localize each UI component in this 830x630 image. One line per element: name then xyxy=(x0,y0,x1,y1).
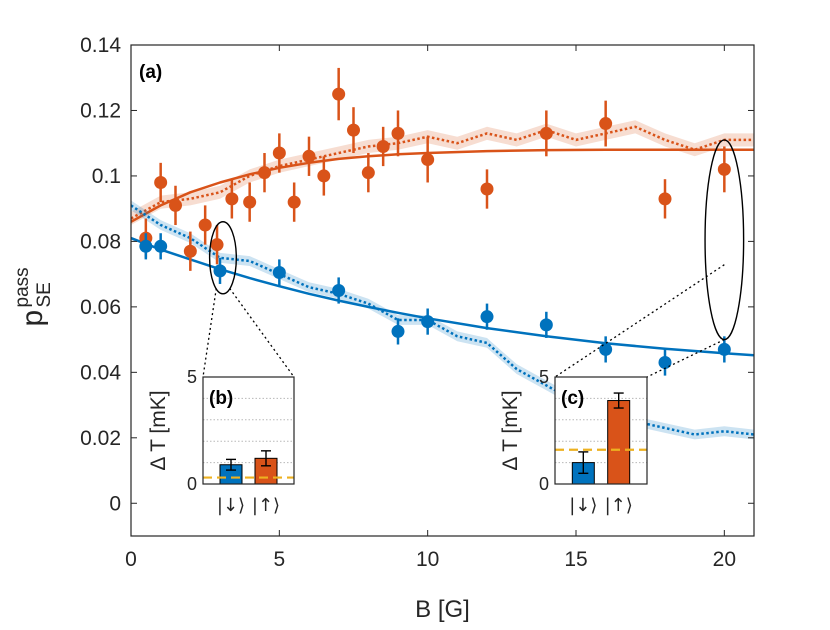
data-point-down xyxy=(421,315,435,329)
data-point-up xyxy=(258,166,271,180)
y-tick-label: 0.12 xyxy=(80,99,121,122)
x-tick-label: 0 xyxy=(125,548,137,571)
data-point-down xyxy=(332,284,346,297)
y-axis-label-sub: SE xyxy=(34,282,55,307)
data-point-up xyxy=(317,169,331,183)
data-point-up xyxy=(198,218,212,232)
y-tick-label: 0.1 xyxy=(92,165,121,188)
data-point-down xyxy=(539,318,553,332)
inset-panel-label: (c) xyxy=(561,388,584,409)
y-axis-label-sup: pass xyxy=(12,267,33,307)
y-tick-label: 0.02 xyxy=(80,427,121,450)
data-point-up xyxy=(287,195,301,209)
inset-panel-label: (b) xyxy=(209,388,233,409)
inset-category-label: |↑⟩ xyxy=(605,495,633,516)
y-tick-label: 0.04 xyxy=(80,361,121,384)
data-point-up xyxy=(717,162,731,176)
y-tick-label: 0.08 xyxy=(80,230,121,253)
data-point-up xyxy=(347,123,360,137)
inset-y-axis-label: Δ T [mK] xyxy=(147,390,170,470)
plot-data-layer xyxy=(131,67,754,440)
data-point-down xyxy=(391,324,405,338)
data-point-down xyxy=(717,342,731,356)
inset-frame xyxy=(554,376,648,485)
inset-frame xyxy=(202,376,295,485)
y-tick-label: 0.14 xyxy=(80,34,121,57)
plot-frame xyxy=(130,44,755,537)
x-tick-label: 20 xyxy=(713,548,736,571)
data-point-down xyxy=(213,264,227,278)
inset-bar xyxy=(607,400,631,485)
data-point-up xyxy=(243,195,257,209)
data-point-up xyxy=(421,153,435,167)
highlight-ellipse-b xyxy=(208,221,238,295)
inset-y-axis-label: Δ T [mK] xyxy=(499,390,522,470)
data-point-up xyxy=(391,126,405,140)
inset-c: |↓⟩ |↑⟩ 0 5 Δ T [mK] (c) xyxy=(499,264,725,516)
data-point-down xyxy=(139,239,153,253)
data-point-down xyxy=(658,356,672,370)
inset-y-tick-label: 5 xyxy=(187,367,197,387)
inset-category-label: |↑⟩ xyxy=(252,495,280,516)
zoom-connector-right xyxy=(646,339,725,378)
simulation-line-down xyxy=(131,204,754,436)
data-point-up xyxy=(169,198,182,212)
x-axis-label: B [G] xyxy=(415,596,470,623)
y-axis-label: p pass SE xyxy=(12,267,55,326)
data-point-up xyxy=(361,166,375,180)
inset-y-tick-label: 0 xyxy=(187,474,197,494)
x-tick-label: 5 xyxy=(273,548,285,571)
x-tick-label: 10 xyxy=(416,548,439,571)
data-point-up xyxy=(539,126,553,140)
data-point-up xyxy=(154,175,168,189)
y-axis-label-main: p xyxy=(16,310,49,327)
main-plot-area: 0 5 10 15 20 0 0.02 0.04 0.06 0.08 0.1 0.12 0.14 B [G… xyxy=(12,34,755,623)
inset-category-label: |↓⟩ xyxy=(569,495,597,516)
data-point-up xyxy=(210,238,224,252)
data-point-up xyxy=(658,192,672,206)
data-point-up xyxy=(183,244,197,258)
data-point-down xyxy=(480,310,494,324)
inset-background xyxy=(203,377,294,484)
zoom-connector-right xyxy=(229,287,295,378)
y-tick-label: 0 xyxy=(109,492,121,515)
inset-y-tick-label: 5 xyxy=(539,367,549,387)
data-point-up xyxy=(599,117,613,131)
data-point-up xyxy=(376,139,390,153)
data-point-down xyxy=(272,265,286,279)
data-point-up xyxy=(225,192,239,206)
data-point-up xyxy=(302,149,316,163)
y-tick-label: 0.06 xyxy=(80,296,121,319)
x-tick-label: 15 xyxy=(564,548,587,571)
inset-b: |↓⟩ |↑⟩ 0 5 Δ T [mK] (b) xyxy=(147,287,295,516)
data-point-up xyxy=(272,146,286,160)
panel-label-a: (a) xyxy=(139,62,162,83)
data-point-up xyxy=(480,182,494,196)
inset-background xyxy=(555,377,647,484)
data-point-down xyxy=(154,239,168,253)
inset-category-label: |↓⟩ xyxy=(217,495,245,516)
zoom-connector-left xyxy=(554,264,725,378)
simulation-line-up xyxy=(131,125,754,220)
inset-y-tick-label: 0 xyxy=(539,474,549,494)
data-point-down xyxy=(599,342,613,356)
data-point-up xyxy=(332,87,346,101)
